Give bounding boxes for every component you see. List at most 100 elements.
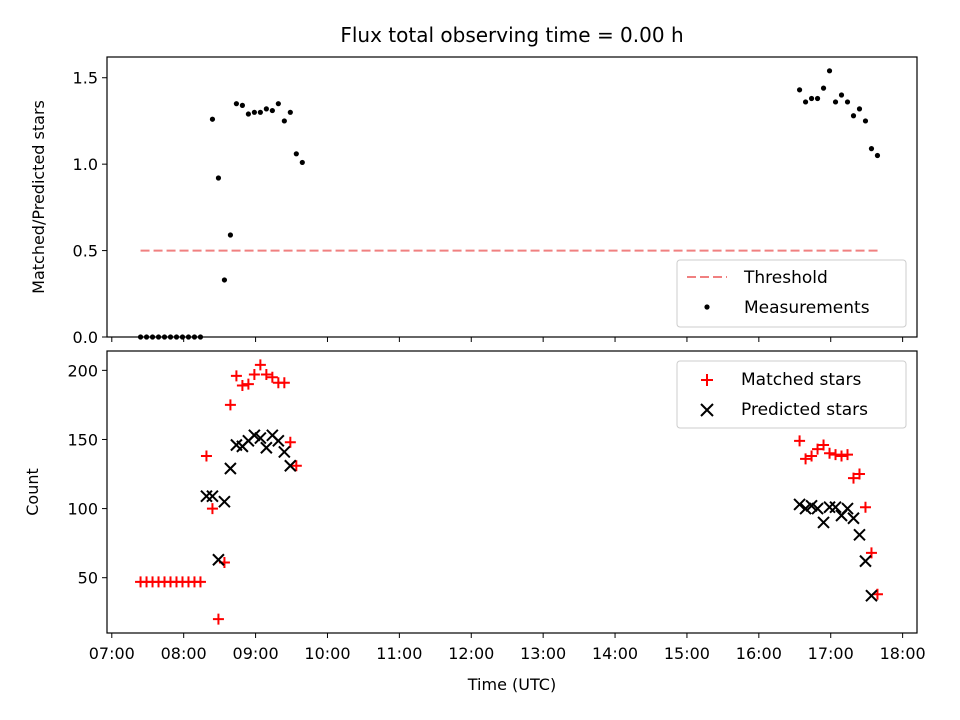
predicted-stars-point [254, 431, 267, 445]
x-axis-label: Time (UTC) [467, 675, 556, 694]
measurement-point [155, 334, 162, 340]
measurement-point [808, 95, 815, 102]
matched-stars-point [830, 449, 842, 461]
measurement-point [281, 118, 287, 124]
y-tick-label: 1.5 [73, 69, 98, 88]
matched-stars-point [859, 501, 871, 513]
predicted-stars-point [859, 554, 872, 568]
measurement-point [293, 151, 299, 157]
measurement-point [287, 109, 293, 115]
measurement-point [814, 95, 821, 102]
count-legend: Matched stars Predicted stars [676, 360, 907, 429]
x-tick-label: 08:00 [161, 644, 207, 663]
measurement-point [868, 146, 875, 152]
measurement-point [233, 101, 240, 107]
predicted-stars-point [224, 462, 237, 475]
matched-stars-point [847, 472, 859, 484]
measurement-point [251, 109, 257, 115]
matched-stars-point [818, 439, 830, 451]
matched-stars-point [836, 450, 848, 462]
measurement-point [275, 101, 281, 107]
matched-stars-point [806, 450, 818, 462]
measurement-point [179, 334, 186, 340]
predicted-stars-point [865, 589, 878, 602]
x-tick-label: 07:00 [89, 644, 135, 663]
count-panel-frame [106, 350, 918, 634]
predicted-stars-point [206, 489, 219, 503]
legend-predicted-swatch [700, 403, 714, 417]
predicted-stars-point [805, 499, 818, 513]
measurement-point [844, 99, 851, 105]
count-y-axis: 50 100 150 200 [67, 361, 107, 588]
predicted-stars-point [793, 498, 806, 511]
matched-stars-point [266, 371, 278, 383]
measurement-point [161, 334, 168, 340]
measurement-point [143, 334, 150, 340]
matched-stars-point [278, 377, 290, 389]
legend-measurements-label: Measurements [744, 298, 870, 318]
measurement-point [850, 113, 857, 119]
matched-stars-point [230, 370, 242, 382]
x-tick-label: 16:00 [736, 644, 782, 663]
measurement-point [185, 334, 192, 340]
measurement-point [838, 92, 845, 98]
measurement-point [191, 334, 198, 340]
measurement-point [862, 118, 869, 124]
y-tick-label: 0.0 [73, 328, 98, 347]
ratio-y-axis-label: Matched/Predicted stars [29, 100, 48, 294]
count-panel: 50 100 150 200 07:00 08:00 09:00 10:00 11:00 12:… [23, 350, 926, 694]
x-tick-label: 18:00 [880, 644, 926, 663]
x-tick-label: 11:00 [376, 644, 422, 663]
predicted-stars-point [248, 429, 261, 442]
x-tick-label: 09:00 [233, 644, 279, 663]
predicted-stars-point [847, 512, 860, 525]
measurement-point [269, 107, 275, 114]
x-tick-label: 10:00 [304, 644, 350, 663]
measurement-point [820, 85, 827, 91]
x-tick-label: 14:00 [592, 644, 638, 663]
measurement-point [874, 152, 881, 159]
matched-stars-point [236, 380, 248, 392]
count-x-axis: 07:00 08:00 09:00 10:00 11:00 12:00 13:00 14:00… [89, 633, 926, 663]
ratio-marks [137, 68, 882, 340]
measurement-point [796, 87, 803, 93]
matched-stars-point [853, 468, 865, 480]
measurement-point [137, 334, 144, 340]
y-tick-label: 0.5 [73, 242, 98, 261]
matched-stars-point [224, 399, 236, 411]
predicted-stars-point [853, 528, 866, 542]
count-y-axis-label: Count [23, 468, 42, 516]
matched-stars-point [290, 460, 302, 472]
measurement-point [215, 175, 222, 181]
predicted-stars-point [260, 441, 273, 454]
matched-stars-point [200, 450, 212, 462]
measurement-point [149, 334, 156, 340]
predicted-stars-point [811, 502, 824, 515]
x-tick-label: 17:00 [808, 644, 854, 663]
measurement-point [856, 106, 863, 112]
predicted-stars-point [829, 500, 842, 514]
matched-stars-point [794, 435, 806, 447]
measurement-point [832, 99, 839, 105]
legend-matched-swatch [701, 374, 713, 386]
matched-stars-point [194, 576, 206, 588]
y-tick-label: 1.0 [73, 155, 98, 174]
predicted-stars-point [212, 553, 225, 566]
predicted-stars-point [817, 516, 830, 529]
predicted-stars-point [272, 434, 285, 448]
predicted-stars-point [841, 502, 854, 515]
matched-stars-point [212, 613, 224, 625]
matched-stars-point [260, 369, 272, 380]
measurement-point [209, 116, 216, 122]
matched-stars-point [812, 443, 824, 455]
measurement-point [245, 111, 251, 117]
measurement-point [167, 334, 174, 340]
legend-predicted-label: Predicted stars [741, 400, 868, 420]
legend-matched-label: Matched stars [741, 370, 861, 390]
ratio-panel-frame [106, 56, 918, 338]
matched-stars-point [800, 453, 812, 465]
y-tick-label: 200 [67, 361, 98, 380]
x-tick-label: 15:00 [664, 644, 710, 663]
count-marks [135, 359, 883, 625]
